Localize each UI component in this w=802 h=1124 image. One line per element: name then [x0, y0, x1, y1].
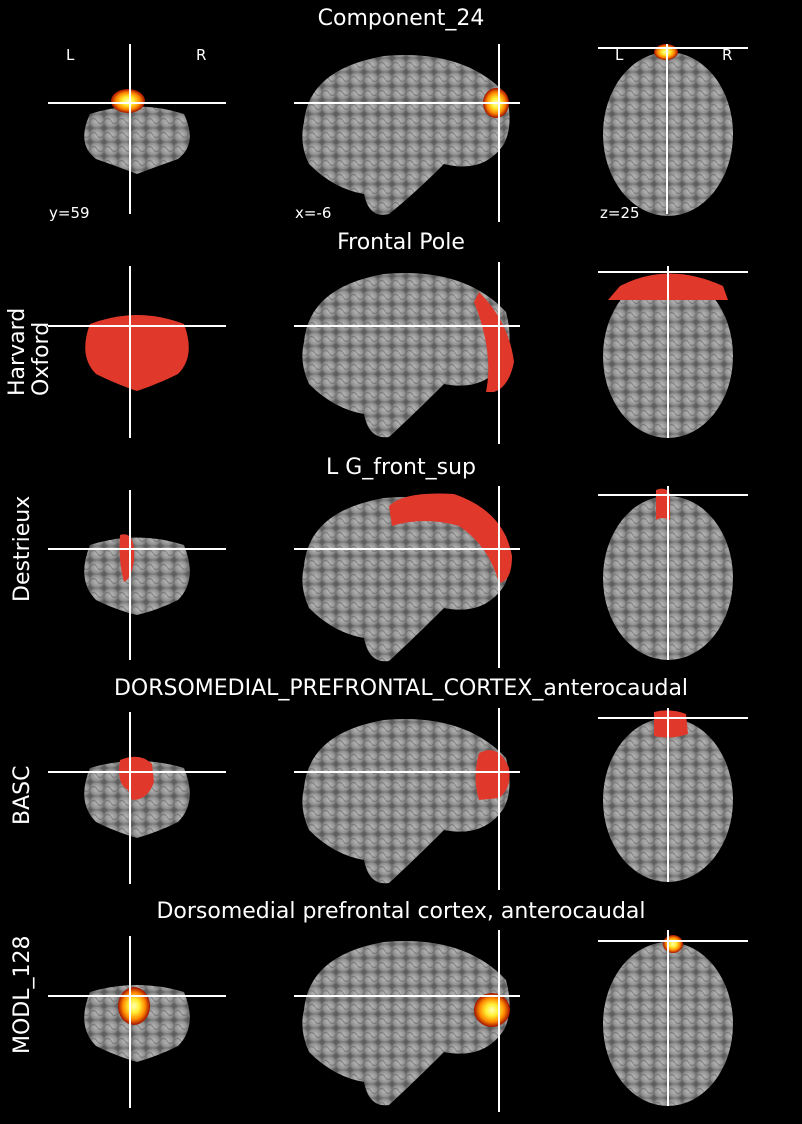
activation-blob	[663, 935, 683, 953]
coronal-brain-slice	[84, 537, 190, 615]
axial-orientation-left-label: L	[615, 46, 624, 64]
axial-view-basc	[598, 708, 748, 882]
sagittal-brain-slice	[302, 497, 510, 662]
atlas-region	[389, 493, 512, 583]
atlas-label-basc: BASC	[10, 765, 35, 825]
coronal-view-harvard-oxford	[48, 266, 226, 438]
atlas-region	[656, 488, 670, 520]
orientation-left-label: L	[66, 46, 75, 64]
coord-y-label: y=59	[49, 204, 90, 222]
coronal-view-modl	[48, 936, 226, 1108]
axial-view-harvard-oxford	[598, 266, 748, 438]
coord-x-label: x=-6	[295, 204, 332, 222]
row-title-harvard-oxford: Frontal Pole	[337, 230, 465, 255]
sagittal-view-harvard-oxford	[294, 262, 520, 444]
atlas-region	[119, 756, 154, 800]
atlas-region	[85, 315, 189, 391]
sagittal-view-component	[294, 44, 520, 222]
sagittal-brain-slice	[302, 719, 510, 884]
sagittal-view-destrieux	[294, 486, 520, 668]
row-title-destrieux: L G_front_sup	[325, 455, 476, 480]
row-title-modl: Dorsomedial prefrontal cortex, anterocau…	[156, 899, 646, 924]
axial-view-component	[598, 44, 748, 216]
atlas-region	[654, 710, 688, 738]
sagittal-brain-slice	[302, 941, 510, 1106]
coronal-view-basc	[48, 712, 226, 884]
atlas-label-destrieux: Destrieux	[10, 495, 35, 602]
activation-blob	[111, 89, 145, 113]
sagittal-view-basc	[294, 708, 520, 890]
row-title-basc: DORSOMEDIAL_PREFRONTAL_CORTEX_anterocaud…	[113, 676, 689, 701]
coronal-view-component	[48, 44, 226, 214]
sagittal-view-modl	[294, 930, 520, 1112]
activation-blob	[474, 993, 510, 1027]
axial-view-destrieux	[598, 486, 748, 660]
sagittal-brain-slice	[302, 273, 510, 438]
orientation-right-label: R	[196, 46, 207, 64]
coronal-view-destrieux	[48, 490, 226, 660]
atlas-label-modl: MODL_128	[10, 935, 35, 1055]
axial-orientation-right-label: R	[722, 46, 733, 64]
axial-view-modl	[598, 930, 748, 1106]
component-title: Component_24	[317, 6, 485, 31]
sagittal-brain-slice	[302, 55, 510, 215]
atlas-region	[475, 750, 510, 800]
coord-z-label: z=25	[600, 204, 640, 222]
coronal-brain-slice	[84, 106, 190, 174]
atlas-region	[474, 292, 514, 392]
activation-blob	[118, 987, 150, 1025]
